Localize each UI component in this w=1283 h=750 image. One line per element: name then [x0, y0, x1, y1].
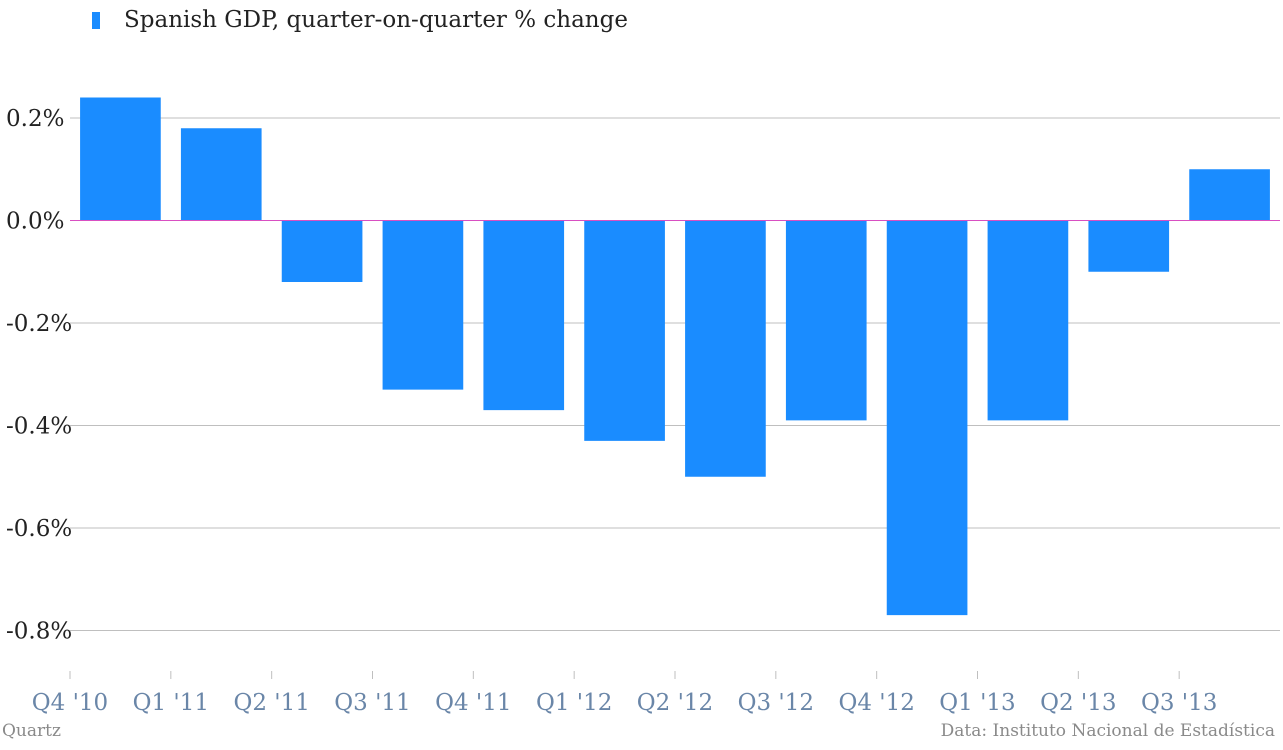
- y-tick-label: -0.4%: [6, 414, 72, 440]
- credit-text: Quartz: [2, 721, 61, 741]
- y-tick-label: -0.2%: [6, 311, 72, 337]
- bar: [483, 220, 565, 411]
- x-tick-label: Q1 '12: [536, 690, 612, 716]
- x-tick-label: Q4 '12: [838, 690, 914, 716]
- bar: [80, 97, 161, 221]
- x-tick-label: Q2 '12: [637, 690, 713, 716]
- x-tick-label: Q4 '11: [435, 690, 511, 716]
- bars: [80, 97, 1270, 616]
- x-tick-label: Q2 '13: [1040, 690, 1116, 716]
- x-tick-label: Q3 '13: [1141, 690, 1217, 716]
- gridlines: [70, 117, 1280, 631]
- bar: [886, 220, 968, 616]
- bar: [584, 220, 665, 441]
- bar: [180, 128, 262, 221]
- y-axis: 0.2% 0.0% -0.2% -0.4% -0.6% -0.8%: [6, 106, 72, 645]
- bar: [987, 220, 1069, 421]
- legend-swatch: [92, 11, 100, 29]
- x-tick-label: Q4 '10: [32, 690, 108, 716]
- bar: [1189, 169, 1270, 221]
- legend: Spanish GDP, quarter-on-quarter % change: [92, 4, 628, 36]
- bar: [281, 220, 363, 282]
- y-tick-label: -0.6%: [6, 516, 72, 542]
- x-tick-label: Q1 '11: [133, 690, 209, 716]
- y-tick-label: 0.2%: [6, 106, 64, 132]
- x-tick-label: Q2 '11: [233, 690, 309, 716]
- x-tick-label: Q3 '12: [738, 690, 814, 716]
- source-text: Data: Instituto Nacional de Estadística: [940, 721, 1275, 741]
- y-tick-label: -0.8%: [6, 619, 72, 645]
- legend-label: Spanish GDP, quarter-on-quarter % change: [124, 7, 628, 33]
- x-axis: Q4 '10 Q1 '11 Q2 '11 Q3 '11 Q4 '11 Q1 '12 Q2 '…: [32, 671, 1217, 716]
- bar: [1088, 220, 1170, 272]
- bar: [382, 220, 464, 390]
- bar: [785, 220, 867, 421]
- x-tick-label: Q3 '11: [334, 690, 410, 716]
- x-tick-label: Q1 '13: [939, 690, 1015, 716]
- y-tick-label: 0.0%: [6, 209, 64, 235]
- bar: [685, 220, 766, 477]
